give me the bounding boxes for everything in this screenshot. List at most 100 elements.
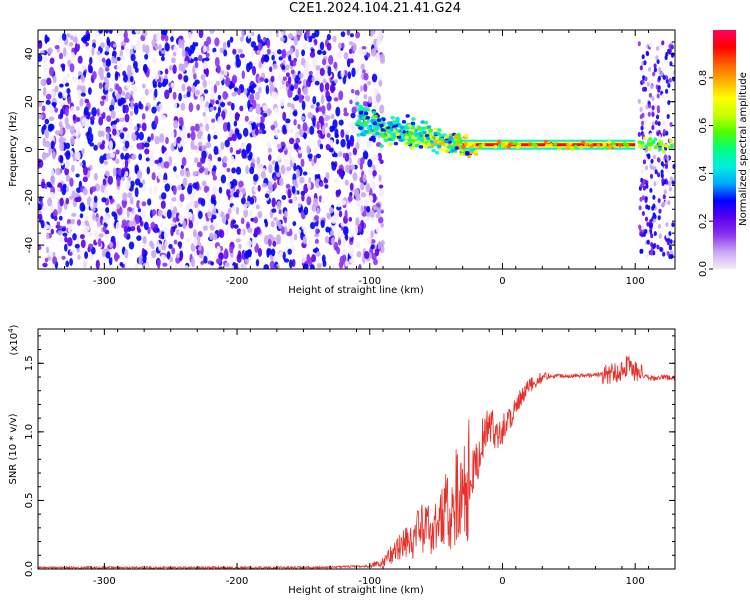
- spectrogram-cell: [104, 93, 109, 102]
- spectrogram-cell: [338, 261, 344, 269]
- spectrogram-cell: [314, 238, 319, 244]
- spectrogram-cell: [433, 139, 438, 144]
- spectrogram-cell: [112, 240, 117, 250]
- spectrogram-cell: [298, 149, 303, 154]
- spectrogram-cell: [661, 93, 665, 99]
- spectrogram-cell: [660, 173, 664, 179]
- spectrogram-cell: [372, 121, 378, 126]
- spectrogram-cell: [363, 120, 368, 125]
- spectrogram-cell: [390, 116, 395, 120]
- spectrogram-cell: [288, 54, 292, 62]
- spectrogram-cell: [300, 115, 306, 121]
- spectrogram-cell: [186, 237, 191, 242]
- spectrogram-cell: [148, 88, 153, 94]
- spectrogram-cell: [314, 178, 321, 189]
- spectrogram-cell: [367, 80, 372, 86]
- spectrogram-cell: [59, 215, 63, 221]
- spectrogram-cell: [239, 105, 244, 112]
- spectrogram-cell: [355, 31, 361, 39]
- spectrogram-cell: [172, 185, 177, 196]
- spectrogram-cell: [115, 83, 120, 91]
- spectrogram-cell: [273, 91, 278, 100]
- spectrogram-cell: [105, 58, 112, 68]
- spectrogram-cell: [669, 122, 673, 127]
- spectrogram-cell: [320, 219, 325, 229]
- spectrogram-cell: [62, 90, 67, 99]
- spectrogram-cell: [133, 105, 139, 115]
- spectrogram-cell: [368, 167, 374, 174]
- snr-y-tick-label: 0.5: [24, 492, 35, 508]
- spectrogram-cell: [165, 136, 169, 145]
- spectrogram-cell: [52, 209, 58, 218]
- spectrogram-cell: [50, 90, 56, 98]
- spectrogram-cell: [263, 54, 269, 62]
- spectrogram-cell: [70, 164, 75, 173]
- spectrogram-cell: [464, 133, 469, 138]
- spectrogram-cell: [644, 228, 648, 234]
- snr-x-tick-label: -300: [93, 576, 116, 587]
- spectrogram-cell: [66, 33, 71, 38]
- spectrogram-cell: [344, 179, 349, 186]
- spectrogram-cell: [237, 88, 242, 96]
- spectrogram-cell: [414, 143, 420, 148]
- spectrogram-cell: [231, 205, 236, 212]
- spectrogram-cell: [229, 196, 234, 203]
- spectrogram-cell: [119, 261, 124, 267]
- spectrogram-cell: [378, 174, 382, 182]
- spectrogram-cell: [607, 140, 612, 145]
- spectrogram-cell: [173, 44, 178, 55]
- spectrogram-cell: [114, 71, 119, 81]
- spectrogram-cell: [410, 135, 416, 140]
- spectrogram-cell: [459, 152, 464, 156]
- spectrogram-cell: [163, 74, 168, 80]
- spectrogram-cell: [136, 235, 142, 241]
- spectrogram-cell: [657, 215, 661, 221]
- snr-series-line: [38, 355, 675, 569]
- spectrogram-cell: [348, 247, 355, 257]
- spectrogram-cell: [665, 75, 669, 81]
- spectrogram-cell: [359, 106, 365, 111]
- spectrogram-cell: [259, 122, 266, 131]
- spectrogram-cell: [217, 106, 222, 114]
- spectrogram-cell: [650, 158, 654, 164]
- spectrogram-cell: [302, 122, 308, 132]
- spectrogram-cell: [349, 164, 356, 171]
- spectrogram-cell: [649, 164, 653, 170]
- spectrogram-cell: [220, 70, 225, 75]
- spectrogram-cell: [243, 203, 248, 211]
- spectrogram-cell: [54, 44, 60, 50]
- spectrogram-cell: [148, 186, 153, 195]
- spectrogram-cell: [124, 104, 129, 114]
- spectrogram-cell: [215, 258, 222, 265]
- spectrogram-cell: [387, 129, 392, 134]
- spectrogram-cell: [373, 154, 379, 162]
- spectrogram-cell: [257, 184, 261, 192]
- spectrogram-cell: [164, 183, 171, 192]
- spectrogram-cell: [248, 85, 254, 93]
- spectrogram-cell: [181, 48, 186, 58]
- spectrogram-cell: [157, 171, 162, 180]
- spectrogram-cell: [199, 86, 203, 96]
- spectrogram-cell: [644, 144, 649, 149]
- spectrogram-cell: [306, 144, 311, 155]
- spectrogram-cell: [316, 207, 320, 215]
- spectrogram-cell: [120, 45, 125, 51]
- spectrogram-cell: [532, 143, 537, 147]
- spectrogram-cell: [241, 263, 247, 269]
- spectrogram-cell: [108, 30, 113, 34]
- spectrogram-cell: [667, 200, 671, 206]
- spectrogram-cell: [41, 105, 46, 112]
- spectrogram-cell: [145, 157, 150, 162]
- spectrogram-cell: [660, 161, 664, 167]
- spectrogram-cell: [371, 181, 376, 191]
- spectrogram-cell: [174, 262, 178, 268]
- spectrogram-cell: [314, 80, 320, 86]
- colorbar-tick-label: 0.4: [698, 165, 709, 181]
- spectrogram-cell: [566, 146, 570, 151]
- spectrogram-cell: [279, 84, 285, 90]
- snr-y-tick-label: 1.0: [24, 424, 35, 440]
- spectrogram-cell: [354, 94, 359, 103]
- spectrogram-cell: [653, 214, 657, 220]
- spectrogram-cell: [160, 254, 166, 261]
